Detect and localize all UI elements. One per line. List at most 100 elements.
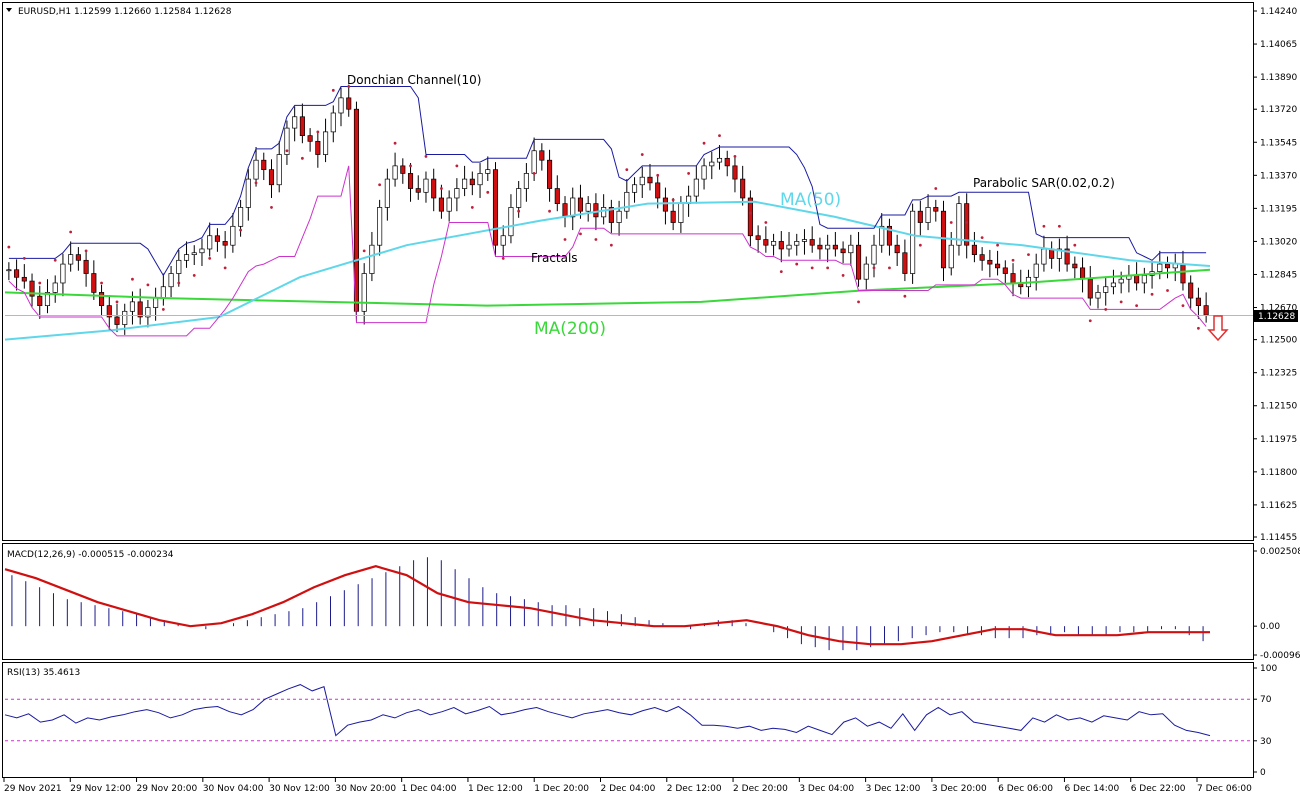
candle-body (75, 254, 81, 261)
sar-dot (687, 172, 691, 175)
candle-body (894, 244, 900, 254)
candle-body (701, 165, 707, 180)
candle-body (168, 273, 174, 288)
time-tick-label: 3 Dec 20:00 (932, 784, 987, 794)
sar-dot (316, 130, 320, 134)
candle-body (284, 127, 290, 155)
candle-body (848, 244, 854, 254)
candle-body (709, 161, 715, 167)
down-arrow-icon (1207, 315, 1229, 342)
macd-label: MACD(12,26,9) -0.000515 -0.000234 (7, 550, 174, 560)
sar-dot (486, 190, 490, 194)
candle-body (1118, 278, 1124, 284)
candle-body (44, 292, 51, 306)
candle-body (207, 235, 213, 250)
candle-body (948, 244, 954, 269)
time-tick-label: 7 Dec 06:00 (1197, 784, 1252, 794)
candle-body (624, 191, 630, 212)
candle-body (879, 225, 885, 246)
candle-body (732, 165, 738, 180)
candle-body (1064, 248, 1070, 265)
sar-dot (795, 262, 799, 266)
candle-body (60, 263, 66, 284)
candle-body (384, 178, 390, 208)
candle-body (21, 276, 27, 282)
price-tick-label: 1.11625 (1260, 501, 1297, 511)
macd-panel-frame (2, 543, 1254, 660)
candle-body (523, 173, 529, 189)
candle-body (346, 97, 352, 110)
sar-dot (146, 283, 150, 287)
candle-body (400, 165, 406, 174)
time-tick-label: 29 Nov 12:00 (70, 784, 131, 794)
sar-dot (1042, 224, 1046, 228)
candle-body (809, 239, 815, 246)
candle-body (454, 188, 460, 199)
sar-dot (826, 266, 830, 270)
sar-dot (1197, 326, 1200, 330)
price-tick-label: 1.12500 (1260, 336, 1297, 346)
candle-body (794, 241, 800, 246)
donchian-upper (8, 86, 1207, 277)
candle-body (863, 263, 869, 280)
sar-dot (702, 141, 706, 145)
price-tick-label: 1.13545 (1260, 138, 1297, 148)
macd-layer (4, 557, 1210, 651)
candle-body (608, 207, 614, 223)
time-tick-label: 1 Dec 20:00 (534, 784, 589, 794)
last-price-box (1254, 310, 1298, 322)
candle-body (307, 135, 313, 142)
sar-dot (223, 266, 227, 270)
candle-body (832, 244, 838, 250)
candle-body (68, 254, 74, 265)
candle-body (1002, 267, 1008, 274)
candle-body (415, 188, 421, 193)
candle-body (315, 140, 321, 155)
candle-body (577, 197, 584, 212)
candle-body (1103, 286, 1109, 293)
sar-dot (285, 149, 289, 153)
candle-body (910, 210, 916, 274)
candle-body (516, 188, 522, 208)
candle-body (871, 244, 877, 265)
sar-dot (393, 141, 397, 145)
sar-dot (115, 300, 119, 304)
sar-dot (239, 228, 242, 232)
price-tick-label: 1.11975 (1260, 435, 1297, 445)
macd-tick-label: 0.00 (1260, 622, 1280, 632)
candle-body (1203, 305, 1209, 316)
sar-dot (888, 266, 891, 270)
candle-body (369, 244, 375, 274)
sar-dot (177, 281, 181, 285)
sar-dot (671, 198, 675, 202)
sar-dot (532, 172, 536, 175)
price-tick-label: 1.14065 (1260, 40, 1297, 50)
ma200-label: MA(200) (534, 319, 606, 339)
candle-body (979, 254, 985, 261)
candle-body (1033, 263, 1039, 278)
rsi-tick-label: 30 (1260, 737, 1272, 747)
candle-body (1141, 275, 1147, 284)
sar-dot (1011, 258, 1015, 262)
candle-body (160, 286, 166, 299)
candle-body (547, 159, 553, 189)
candle-body (153, 297, 159, 308)
sar-dot (378, 183, 382, 187)
sar-dot (409, 164, 412, 168)
sar-dot (918, 243, 922, 247)
candle-body (99, 292, 105, 306)
candle-body (917, 210, 923, 223)
rsi-tick-label: 100 (1260, 664, 1277, 674)
sar-dot (872, 266, 876, 270)
candle-body (693, 178, 699, 197)
donchian-label: Donchian Channel(10) (347, 73, 481, 87)
candle-body (299, 116, 305, 137)
sar-dot (300, 156, 304, 160)
candle-body (323, 131, 329, 155)
dropdown-triangle-icon[interactable] (6, 8, 12, 12)
candle-body (902, 252, 908, 274)
macd-signal-line (4, 565, 1210, 646)
rsi-label: RSI(13) 35.4613 (7, 668, 80, 678)
candle-body (1134, 275, 1140, 284)
candle-body (114, 316, 120, 325)
